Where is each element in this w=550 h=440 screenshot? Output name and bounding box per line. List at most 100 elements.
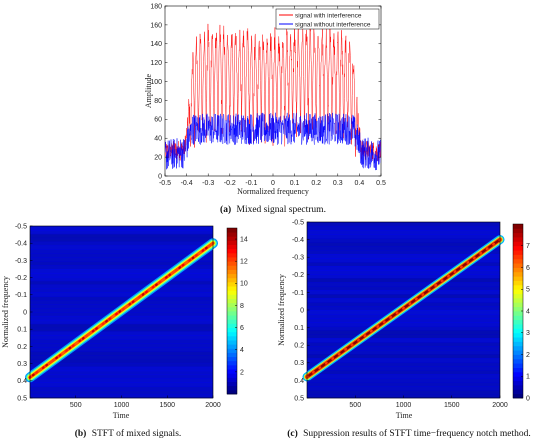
band-peak — [95, 327, 98, 330]
colorbar-step — [227, 364, 237, 370]
colorbar-step — [513, 319, 523, 325]
noise-row — [307, 334, 500, 339]
noise-row — [307, 330, 500, 335]
noise-row — [307, 326, 500, 331]
colorbar-step — [227, 319, 237, 324]
colorbar-step — [227, 315, 237, 320]
y-tick-label: 0.5 — [294, 395, 304, 402]
band-peak — [71, 344, 75, 348]
panel-c-y-ticks: -0.5 -0.4 -0.3 -0.2 -0.1 0 0.1 0.2 0.3 0.4 0.5 — [292, 219, 310, 402]
noise-row — [30, 386, 213, 391]
band-peak — [91, 329, 95, 333]
colorbar-step — [227, 265, 237, 270]
band-peak — [495, 240, 499, 244]
noise-row — [30, 233, 213, 239]
band-peak — [161, 278, 165, 282]
y-tick-label: -0.1 — [292, 290, 304, 297]
x-tick-label: 1000 — [396, 402, 412, 409]
panel-a-x-axis-label: Normalized frequency — [237, 187, 309, 196]
noise-row — [30, 276, 213, 282]
band-peak — [115, 312, 118, 316]
noise-row — [30, 347, 213, 352]
noise-row — [30, 253, 213, 258]
colorbar-step — [227, 228, 237, 233]
band-peak — [431, 286, 434, 290]
legend-label-with-interference: signal with interference — [295, 13, 362, 20]
panel-b-y-axis-label: Normalized frequency — [1, 276, 10, 348]
noise-row — [30, 265, 213, 270]
band-peak — [460, 265, 463, 269]
colorbar-step — [227, 257, 237, 262]
colorbar-tick-label: 4 — [240, 347, 244, 354]
colorbar-step — [513, 350, 523, 355]
band-peak — [360, 336, 364, 340]
colorbar-step — [227, 298, 237, 304]
band-peak — [105, 319, 108, 323]
colorbar-step — [513, 245, 523, 251]
band-peak — [434, 283, 438, 287]
band-peak — [376, 325, 380, 328]
colorbar-tick-label: 6 — [526, 265, 530, 272]
x-tick-label: 1000 — [114, 402, 130, 409]
noise-row — [307, 342, 500, 347]
band-peak — [121, 307, 125, 311]
band-peak — [118, 310, 122, 313]
band-peak — [453, 270, 457, 274]
colorbar-step — [227, 340, 237, 345]
band-peak — [188, 258, 192, 262]
colorbar-step — [227, 252, 237, 258]
band-peak — [328, 359, 331, 363]
y-tick-label: 120 — [150, 60, 162, 67]
band-peak — [98, 324, 102, 328]
colorbar-step — [227, 273, 237, 279]
noise-row — [307, 318, 500, 323]
band-peak — [78, 339, 82, 343]
colorbar-step — [513, 341, 523, 347]
colorbar-step — [513, 276, 523, 281]
x-tick-label: -0.5 — [159, 180, 171, 187]
colorbar-step — [513, 380, 523, 386]
colorbar-step — [227, 323, 237, 328]
band-peak — [145, 290, 148, 294]
y-tick-label: 40 — [154, 136, 162, 143]
band-peak — [472, 256, 476, 260]
colorbar-step — [227, 369, 237, 374]
band-peak — [38, 368, 42, 372]
colorbar-tick-label: 0 — [526, 395, 530, 402]
panel-c-caption: (c) Suppression results of STFT time−fre… — [287, 428, 531, 439]
noise-row — [307, 338, 500, 343]
colorbar-step — [513, 284, 523, 290]
colorbar-tick-label: 2 — [240, 369, 244, 376]
panel-c-colorbar: 0 1 2 3 4 5 6 7 — [512, 223, 530, 402]
noise-row — [30, 237, 213, 243]
noise-row — [307, 242, 500, 247]
band-peak — [408, 302, 412, 306]
colorbar-step — [227, 389, 237, 395]
band-peak — [312, 370, 315, 374]
band-peak — [334, 354, 338, 358]
x-tick-label: 2000 — [205, 402, 221, 409]
band-peak — [366, 332, 370, 335]
series-line — [165, 112, 381, 171]
colorbar-step — [227, 244, 237, 250]
band-peak — [155, 283, 158, 287]
x-tick-label: -0.2 — [224, 180, 236, 187]
panel-a-plot-area — [164, 5, 382, 177]
colorbar-step — [513, 293, 523, 299]
colorbar-step — [513, 258, 523, 264]
band-peak — [35, 371, 39, 374]
y-tick-label: 0.4 — [294, 378, 304, 385]
colorbar-step — [227, 356, 237, 362]
noise-row — [307, 226, 500, 231]
band-peak — [135, 297, 138, 301]
band-peak — [447, 274, 450, 278]
panel-a-y-ticks: 0 20 40 60 80 100 120 140 160 180 — [150, 3, 381, 180]
noise-row — [307, 250, 500, 255]
band-peak — [363, 334, 367, 338]
noise-row — [30, 323, 213, 329]
noise-row — [307, 274, 500, 279]
colorbar-tick-label: 14 — [240, 236, 248, 243]
band-peak — [128, 302, 132, 306]
band-peak — [414, 297, 418, 301]
panel-c-x-axis-label: Time — [396, 411, 413, 420]
